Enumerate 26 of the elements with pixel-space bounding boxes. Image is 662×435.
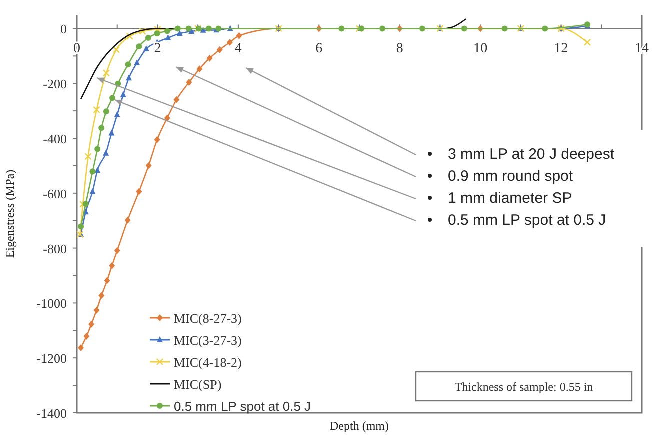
y-tick-label: -1400 xyxy=(36,406,67,421)
x-tick-label: 12 xyxy=(554,42,568,57)
y-tick-label: -800 xyxy=(43,241,67,256)
legend-label: MIC(3-27-3) xyxy=(174,333,242,348)
y-tick-label: -400 xyxy=(43,132,67,147)
annotation: 0.9 mm round spot xyxy=(448,168,574,185)
annotation: 0.5 mm LP spot at 0.5 J xyxy=(448,212,606,229)
x-tick-label: 6 xyxy=(316,42,323,57)
y-tick-label: 0 xyxy=(60,22,67,37)
y-tick-label: -1000 xyxy=(36,296,67,312)
x-axis-title: Depth (mm) xyxy=(330,419,389,433)
x-tick-label: 2 xyxy=(154,42,162,57)
legend-label: MIC(SP) xyxy=(174,377,222,392)
legend-label: MIC(8-27-3) xyxy=(174,311,242,326)
x-tick-label: 8 xyxy=(396,42,404,57)
y-tick-label: -1200 xyxy=(36,351,67,366)
annotation: 3 mm LP at 20 J deepest xyxy=(448,146,616,163)
y-tick-label: -200 xyxy=(43,76,67,92)
legend-label: MIC(4-18-2) xyxy=(174,355,242,370)
annotation: Thickness of sample: 0.55 in xyxy=(454,380,594,394)
y-axis-title: Eigenstress (MPa) xyxy=(3,170,17,258)
x-tick-label: 4 xyxy=(234,42,242,57)
annotation: 1 mm diameter SP xyxy=(448,190,572,207)
y-tick-label: -600 xyxy=(43,186,67,202)
legend-label: 0.5 mm LP spot at 0.5 J xyxy=(174,399,312,414)
x-tick-label: 10 xyxy=(474,42,488,57)
